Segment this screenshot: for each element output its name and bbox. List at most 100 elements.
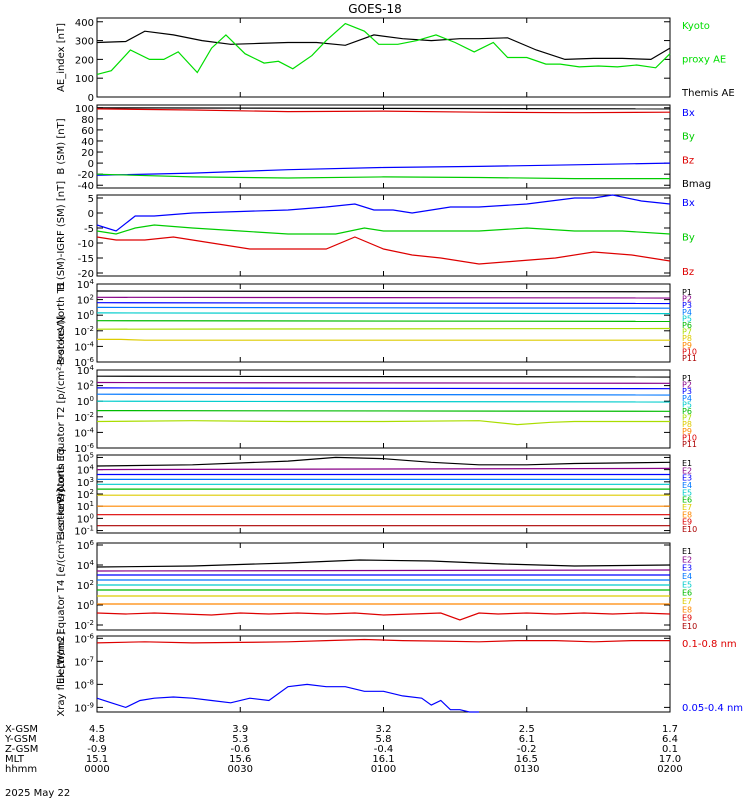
- y-axis-label: B (SM)-IGRF (SM) [nT]: [56, 181, 67, 290]
- plot-title: GOES-18: [348, 2, 402, 16]
- panel-frame: [96, 369, 671, 449]
- y-tick-label: 101: [77, 500, 94, 513]
- legend-entry: E2: [682, 555, 692, 564]
- legend-entry: 0.1-0.8 nm: [682, 639, 737, 650]
- series-line-e9: [96, 612, 671, 621]
- legend-entry: P5: [682, 314, 692, 323]
- legend-entry: E7: [682, 503, 692, 512]
- series-line-e1: [96, 559, 671, 568]
- legend-entry: E8: [682, 605, 692, 614]
- y-tick-label: 40: [81, 137, 94, 148]
- legend-entry: P6: [682, 321, 692, 330]
- legend-entry: Bz: [682, 267, 694, 278]
- legend-entry: E4: [682, 572, 692, 581]
- legend-entry: Kyoto: [682, 21, 710, 32]
- legend-entry: P9: [682, 427, 692, 436]
- y-tick-label: 104: [77, 278, 95, 291]
- y-tick-label: 104: [77, 364, 95, 377]
- y-tick-label: 102: [77, 488, 94, 501]
- legend-entry: P6: [682, 407, 692, 416]
- x-tick-label: 3.2: [376, 724, 392, 735]
- y-axis-label: B (SM) [nT]: [56, 118, 67, 174]
- series-line-by: [96, 173, 670, 180]
- row-label: X-GSM: [5, 724, 38, 735]
- series-line-p7: [96, 327, 671, 330]
- row-label: hhmm: [5, 764, 37, 775]
- row-label: Z-GSM: [5, 744, 38, 755]
- y-tick-label: 102: [77, 294, 94, 307]
- legend-entry: P5: [682, 400, 692, 409]
- y-tick-label: 100: [75, 74, 94, 85]
- x-tick-label: 0030: [228, 764, 253, 775]
- legend-entry: P10: [682, 347, 697, 356]
- legend-entry: E6: [682, 589, 692, 598]
- y-tick-label: -15: [78, 254, 94, 265]
- legend-entry: E2: [682, 466, 692, 475]
- panel-3: 5 0 -5 -10 -15 -20 B (SM)-IGRF (SM) [nT] Bx By Bz: [56, 181, 695, 290]
- y-tick-label: 10-4: [74, 426, 94, 439]
- legend-entry: E6: [682, 496, 692, 505]
- legend-entry: P1: [682, 288, 692, 297]
- y-tick-label: -20: [78, 269, 94, 280]
- legend-entry: E9: [682, 518, 692, 527]
- legend-entry: E1: [682, 459, 692, 468]
- row-label: Y-GSM: [4, 734, 37, 745]
- series-line-p7: [96, 420, 670, 426]
- x-tick-label: 6.1: [519, 734, 535, 745]
- x-tick-label: 2.5: [519, 724, 535, 735]
- y-tick-label: 100: [75, 104, 94, 115]
- series-line-themis-ae: [96, 30, 671, 61]
- x-tick-label: 17.0: [659, 754, 681, 765]
- panel-frame: [96, 104, 671, 189]
- series-line-p3: [96, 387, 671, 390]
- legend-entry: E5: [682, 580, 692, 589]
- x-tick-label: 0100: [371, 764, 396, 775]
- legend-entry: P9: [682, 341, 692, 350]
- x-tick-label: -0.2: [517, 744, 537, 755]
- series-line-bx: [96, 194, 671, 232]
- y-tick-label: 200: [75, 55, 94, 66]
- legend-entry: P8: [682, 420, 692, 429]
- x-tick-label: 3.9: [232, 724, 248, 735]
- legend-entry: E10: [682, 622, 697, 631]
- y-tick-label: 103: [77, 476, 94, 489]
- legend-entry: E10: [682, 525, 697, 534]
- legend-entry: Bx: [682, 198, 695, 209]
- series-line-p3: [96, 302, 671, 305]
- legend-entry: E9: [682, 614, 692, 623]
- series-line-kyoto-proxy-ae: [96, 22, 671, 75]
- y-tick-label: 100: [77, 309, 94, 322]
- y-tick-label: 0: [88, 209, 94, 220]
- legend-entry: Bmag: [682, 179, 711, 190]
- y-tick-label: -5: [84, 224, 94, 235]
- y-axis-label: AE_index [nT]: [56, 23, 67, 92]
- series-line-p6: [96, 410, 671, 412]
- legend-entry: P4: [682, 394, 692, 403]
- legend-entry: By: [682, 132, 695, 143]
- y-tick-label: -40: [78, 181, 94, 192]
- y-tick-label: 102: [77, 579, 94, 592]
- y-tick-label: 300: [75, 37, 94, 48]
- legend-entry: E4: [682, 481, 692, 490]
- y-tick-label: 102: [77, 380, 94, 393]
- y-axis-label: Protons North T1: [56, 281, 67, 365]
- legend-entry: E3: [682, 564, 692, 573]
- legend-entry: P2: [682, 381, 692, 390]
- x-tick-label: -0.4: [374, 744, 394, 755]
- panel-8: 10-6 10-7 10-8 10-9 Xray flux [W/m2] 0.1-0.8 …: [56, 631, 743, 716]
- legend-entry: P11: [682, 440, 697, 449]
- y-tick-label: 60: [81, 126, 94, 137]
- x-tick-label: 0000: [84, 764, 109, 775]
- series-line-p2: [96, 381, 671, 384]
- x-tick-label: 0200: [657, 764, 682, 775]
- y-tick-label: 10-6: [74, 632, 94, 645]
- legend-entry: Themis AE: [681, 88, 735, 99]
- x-tick-label: 15.6: [229, 754, 251, 765]
- panel-frame: [96, 542, 671, 631]
- y-tick-label: 0: [88, 159, 94, 170]
- legend-entry: P8: [682, 334, 692, 343]
